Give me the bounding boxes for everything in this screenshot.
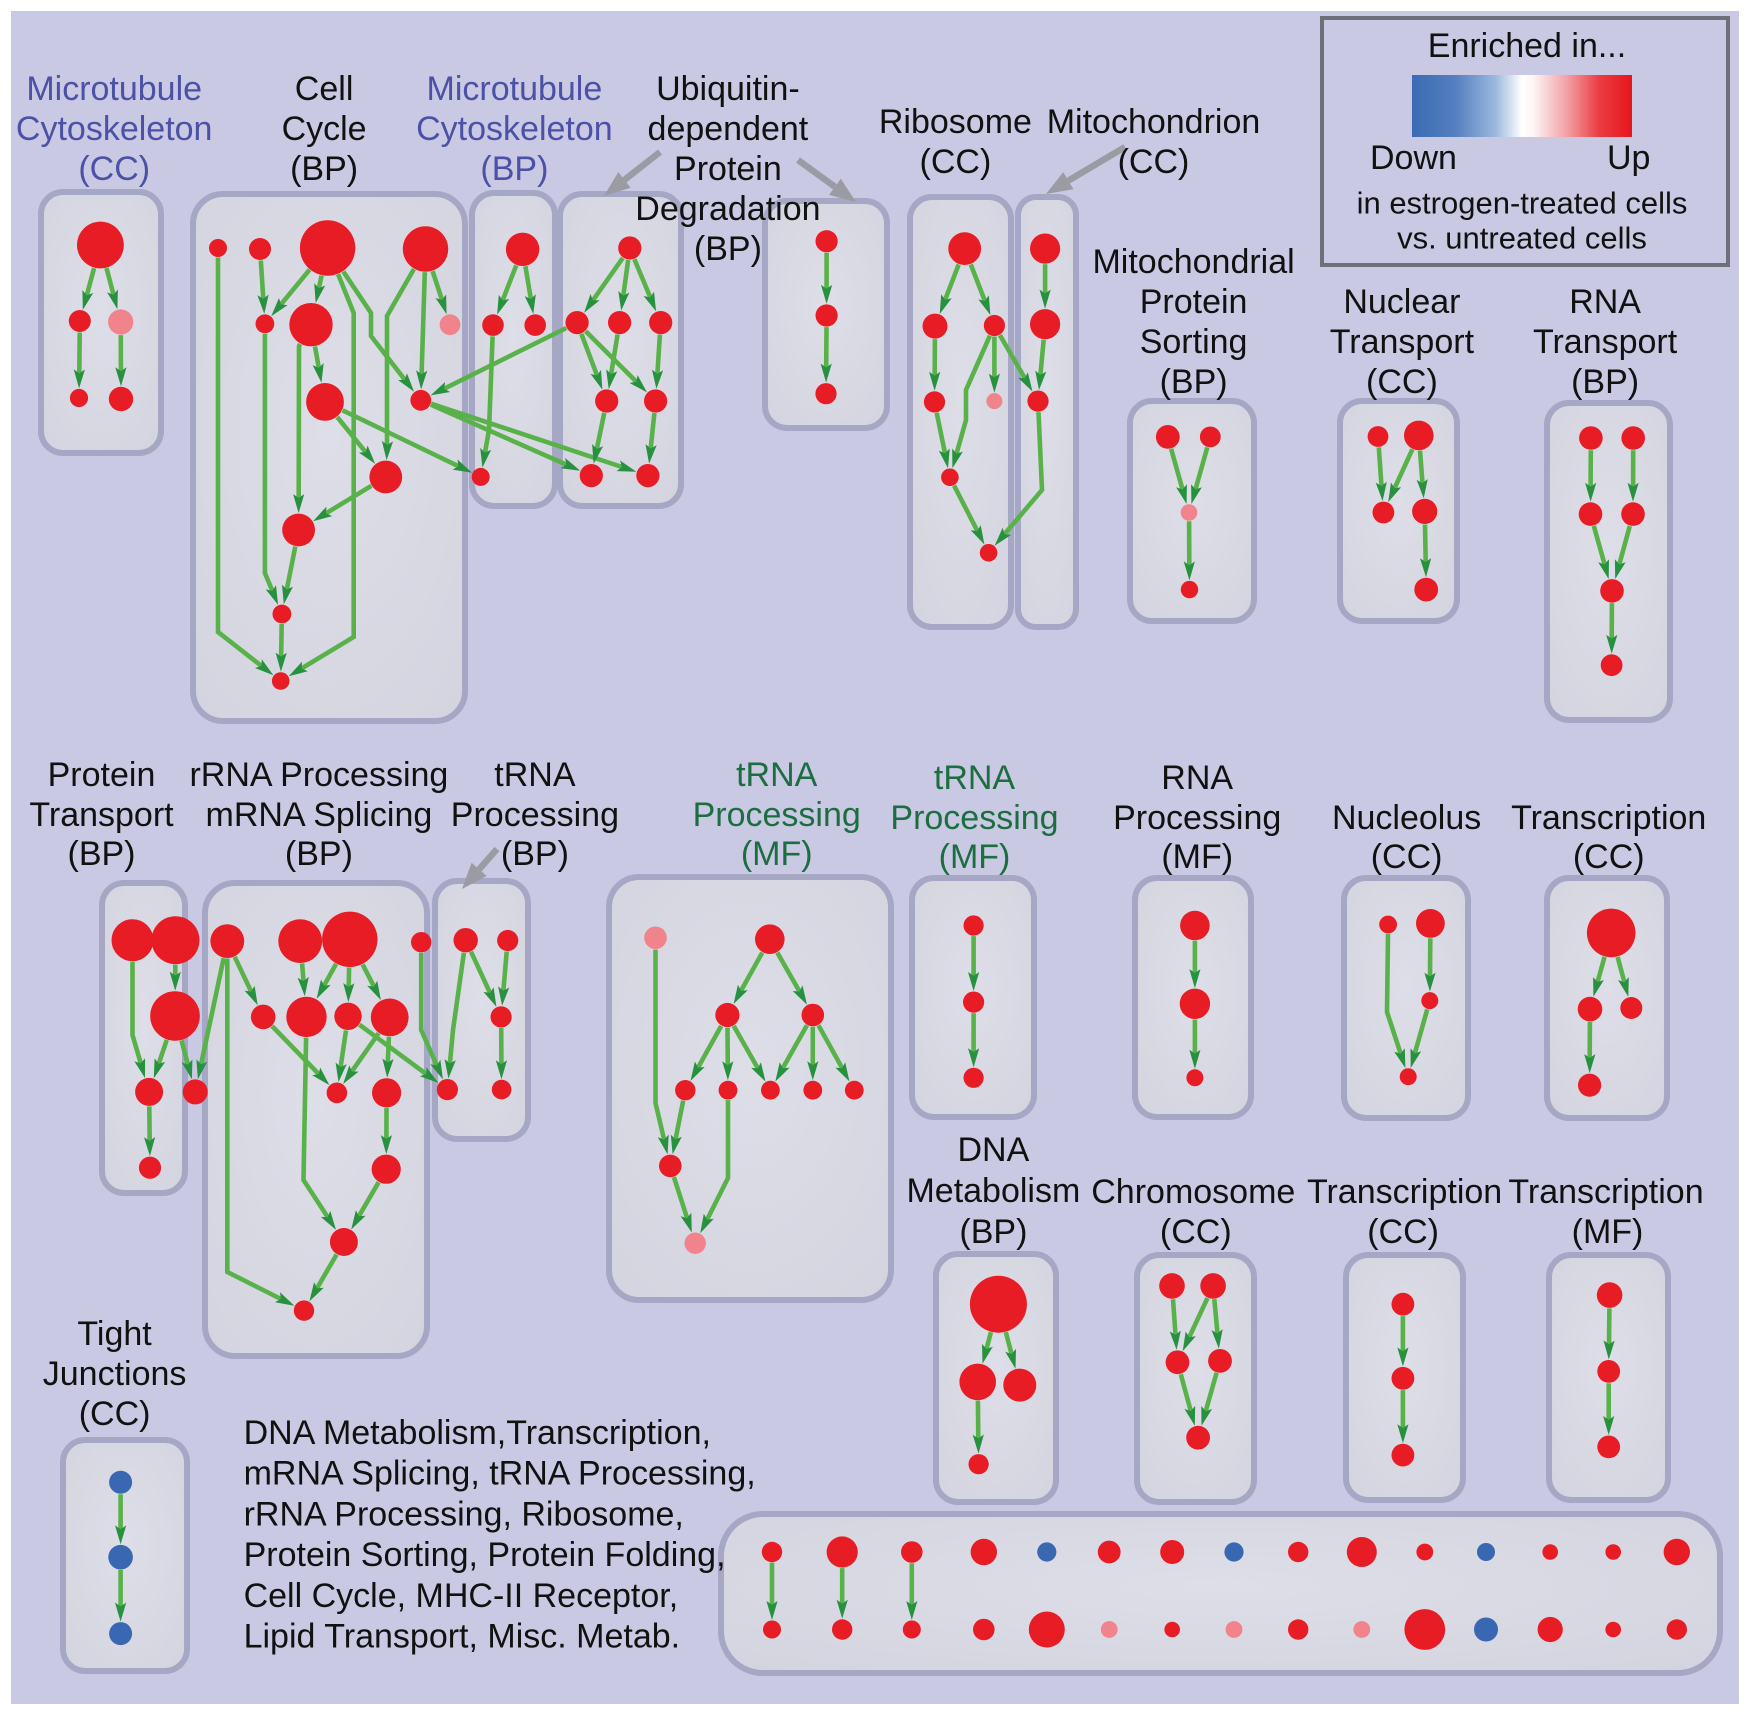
svg-text:(BP): (BP) [285, 835, 353, 873]
svg-text:tRNA: tRNA [934, 759, 1016, 797]
svg-text:rRNA Processing: rRNA Processing [189, 756, 448, 794]
svg-text:DNA: DNA [958, 1131, 1030, 1169]
svg-text:Cell: Cell [295, 70, 354, 108]
svg-text:DNA Metabolism,Transcription,: DNA Metabolism,Transcription, [244, 1414, 711, 1452]
svg-text:dependent: dependent [648, 110, 809, 148]
svg-text:(CC): (CC) [1366, 363, 1438, 401]
svg-text:(BP): (BP) [480, 150, 548, 188]
svg-text:Processing: Processing [1113, 799, 1281, 837]
svg-text:Chromosome: Chromosome [1091, 1173, 1295, 1211]
svg-text:(MF): (MF) [1572, 1213, 1644, 1251]
svg-text:(BP): (BP) [290, 150, 358, 188]
svg-text:(CC): (CC) [1573, 838, 1645, 876]
svg-text:mRNA Splicing: mRNA Splicing [206, 796, 433, 834]
svg-text:Metabolism: Metabolism [906, 1172, 1080, 1210]
svg-text:RNA: RNA [1161, 759, 1233, 797]
svg-text:(BP): (BP) [1571, 363, 1639, 401]
svg-text:Nuclear: Nuclear [1343, 283, 1460, 321]
svg-text:Cell Cycle, MHC-II Receptor,: Cell Cycle, MHC-II Receptor, [244, 1577, 679, 1615]
svg-text:Microtubule: Microtubule [427, 70, 603, 108]
svg-text:vs. untreated cells: vs. untreated cells [1397, 221, 1647, 256]
svg-text:Protein Sorting, Protein Foldi: Protein Sorting, Protein Folding, [244, 1536, 726, 1574]
svg-text:Ubiquitin-: Ubiquitin- [656, 70, 800, 108]
svg-text:(MF): (MF) [1161, 838, 1233, 876]
svg-text:(BP): (BP) [1160, 363, 1228, 401]
svg-text:tRNA: tRNA [736, 756, 818, 794]
svg-text:in estrogen-treated cells: in estrogen-treated cells [1357, 186, 1688, 221]
svg-text:(CC): (CC) [1367, 1213, 1439, 1251]
svg-text:Enriched in...: Enriched in... [1428, 27, 1626, 65]
svg-text:Processing: Processing [451, 796, 619, 834]
svg-text:Cytoskeleton: Cytoskeleton [16, 110, 213, 148]
svg-text:(BP): (BP) [694, 230, 762, 268]
svg-text:(CC): (CC) [79, 1395, 151, 1433]
svg-text:Protein: Protein [48, 756, 156, 794]
svg-text:Transcription: Transcription [1307, 1173, 1502, 1211]
svg-text:(CC): (CC) [920, 143, 992, 181]
svg-text:(BP): (BP) [68, 835, 136, 873]
svg-text:Sorting: Sorting [1140, 323, 1248, 361]
svg-text:Protein: Protein [674, 150, 782, 188]
svg-text:Transcription: Transcription [1508, 1173, 1703, 1211]
svg-text:(MF): (MF) [741, 835, 813, 873]
svg-text:Mitochondrial: Mitochondrial [1092, 243, 1294, 281]
svg-text:(CC): (CC) [1160, 1213, 1232, 1251]
svg-text:Cytoskeleton: Cytoskeleton [416, 110, 613, 148]
svg-text:Microtubule: Microtubule [26, 70, 202, 108]
svg-text:mRNA Splicing, tRNA Processing: mRNA Splicing, tRNA Processing, [244, 1455, 756, 1493]
svg-text:(CC): (CC) [1371, 838, 1443, 876]
svg-text:Transport: Transport [29, 796, 174, 834]
svg-text:Lipid Transport, Misc. Metab.: Lipid Transport, Misc. Metab. [244, 1618, 681, 1656]
svg-text:Degradation: Degradation [635, 190, 820, 228]
svg-text:Mitochondrion: Mitochondrion [1047, 103, 1261, 141]
svg-text:Transport: Transport [1533, 323, 1678, 361]
svg-text:Protein: Protein [1140, 283, 1248, 321]
svg-text:Down: Down [1370, 139, 1457, 177]
svg-text:(BP): (BP) [959, 1213, 1027, 1251]
svg-text:(CC): (CC) [1118, 143, 1190, 181]
svg-text:(CC): (CC) [78, 150, 150, 188]
svg-text:tRNA: tRNA [494, 756, 576, 794]
svg-text:(MF): (MF) [939, 838, 1011, 876]
svg-text:Nucleolus: Nucleolus [1332, 799, 1481, 837]
svg-text:rRNA Processing, Ribosome,: rRNA Processing, Ribosome, [244, 1495, 684, 1533]
svg-text:Up: Up [1607, 139, 1650, 177]
svg-text:Processing: Processing [693, 796, 861, 834]
svg-text:Processing: Processing [890, 799, 1058, 837]
svg-text:Ribosome: Ribosome [879, 103, 1032, 141]
svg-text:Cycle: Cycle [282, 110, 367, 148]
svg-text:Junctions: Junctions [43, 1355, 187, 1393]
svg-text:Transcription: Transcription [1511, 799, 1706, 837]
svg-text:Tight: Tight [77, 1315, 152, 1353]
svg-text:Transport: Transport [1330, 323, 1475, 361]
svg-text:RNA: RNA [1569, 283, 1641, 321]
svg-text:(BP): (BP) [501, 835, 569, 873]
